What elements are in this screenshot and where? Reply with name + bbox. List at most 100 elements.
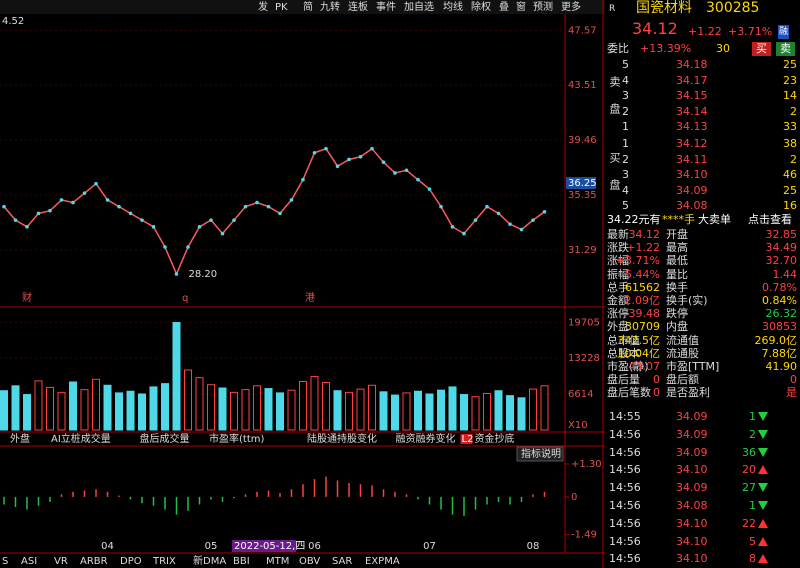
toolbar-button[interactable]: 事件 [376,0,396,13]
stat-value: 0.84% [762,294,797,307]
price-point [416,177,420,182]
order-volume: 14 [783,89,797,102]
volume-bar [471,396,480,431]
volume-bar [264,388,273,431]
toolbar-button[interactable]: 连板 [348,0,368,13]
indicator-tab[interactable]: 融资融券变化 [396,432,456,445]
volume-bar [299,380,307,431]
indicator-tab[interactable]: OBV [299,556,320,567]
tick-volume: 1 [749,499,756,512]
indicator-tab[interactable]: AI立桩成交量 [51,432,111,445]
price-point [531,218,535,222]
price-point [266,204,271,209]
toolbar-button[interactable]: 发 [258,0,268,13]
stat-label: 流通股 [666,346,699,360]
stat-label: 最新 [607,228,629,241]
x-tick-label: 08 [527,541,540,552]
toolbar-button[interactable]: 预测 [533,0,553,13]
toolbar-button[interactable]: 简 [303,0,313,13]
toolbar-button[interactable]: 加自选 [404,0,434,13]
indicator-tab[interactable]: DPO [120,556,142,567]
indicator-tab[interactable]: 盘后成交量 [140,432,190,445]
current-price-box [566,177,596,190]
volume-bar [69,381,77,431]
stat-value: 269.0亿 [754,333,798,347]
tick-volume: 5 [749,534,756,548]
buy-button[interactable]: 买 [752,42,771,56]
tick-volume: 20 [742,463,756,477]
tick-arrow [758,554,768,564]
price: 34.12 [632,19,678,38]
stat-value: 0 [790,373,797,387]
indicator-tab[interactable]: 外盘 [10,432,30,445]
indicator-tab[interactable]: 陆股通持股变化 [307,432,377,445]
price-point [117,204,121,209]
order-price: 34.18 [676,58,708,71]
toolbar-button[interactable]: PK [275,2,288,13]
stock-code: 300285 [706,0,760,16]
indicator-tab[interactable]: BBI [233,556,250,567]
indicator-tab[interactable]: SAR [332,556,352,567]
tick-volume: 27 [742,481,756,495]
event-marker[interactable]: 财 [22,291,32,304]
tick-price: 34.09 [676,427,708,441]
stat-label: 盘后额 [666,373,699,387]
stat-value: 0 [653,373,660,387]
macd-title[interactable]: 指标说明 [521,447,561,460]
order-volume: 33 [783,120,797,133]
price-point [324,146,328,151]
toolbar-button[interactable]: 九转 [320,0,340,13]
price-point [485,204,489,209]
tick-volume: 2 [749,427,756,441]
sell-button[interactable]: 卖 [776,42,795,56]
toolbar-button[interactable]: 除权 [471,0,491,13]
toolbar-button[interactable]: 均线 [443,0,463,13]
indicator-tab[interactable]: S [2,556,8,567]
price-point [25,225,29,229]
price-point [289,198,294,202]
stat-label: 流通值 [666,333,699,347]
toolbar-button[interactable]: 更多 [561,0,581,13]
toolbar-button[interactable]: 叠 [499,1,509,13]
current-price-label: 36.25 [568,178,597,189]
order-price: 34.13 [676,120,708,133]
indicator-tab[interactable]: ASI [21,556,37,567]
tick-arrow [758,501,768,510]
order-volume: 25 [783,183,797,197]
stat-label: 振幅 [607,267,629,281]
price-point [48,208,52,213]
indicator-tab[interactable]: EXPMA [365,556,400,567]
price-point [255,200,259,205]
event-marker[interactable]: 港 [305,292,315,304]
price-point [128,211,133,216]
stat-label: 最低 [666,254,688,268]
banner-qty: ****手 [662,213,695,226]
banner-kind: 大卖单 [698,213,731,226]
buy-side-label: 买盘 [608,152,621,206]
indicator-tab[interactable]: 新DMA [193,554,226,567]
price-point [13,218,18,222]
volume-bar [391,394,399,431]
volume-bar [506,395,514,431]
price-point [2,204,6,209]
volume-bar [402,392,411,431]
volume-bar [494,390,503,431]
banner-link[interactable]: 点击查看 [748,213,792,226]
indicator-tab[interactable]: 资金抄底 [475,432,515,445]
tab-badge: L2 [462,434,474,445]
indicator-tab[interactable]: TRIX [152,556,176,567]
order-level: 4 [622,183,629,197]
toolbar-bg [0,0,605,14]
tick-time: 14:56 [609,463,641,477]
indicator-tab[interactable]: ARBR [80,556,108,567]
stat-value: 5.44% [625,267,660,281]
stock-name: 国瓷材料 [636,0,692,16]
indicator-tab[interactable]: VR [54,556,68,567]
indicator-tab[interactable]: MTM [266,556,289,567]
price-point [71,200,75,205]
market: R [609,4,616,14]
order-volume: 25 [783,58,797,71]
event-marker[interactable]: q [182,293,188,304]
toolbar-button[interactable]: 窗 [516,0,526,13]
indicator-tab[interactable]: 市盈率(ttm) [209,432,264,445]
